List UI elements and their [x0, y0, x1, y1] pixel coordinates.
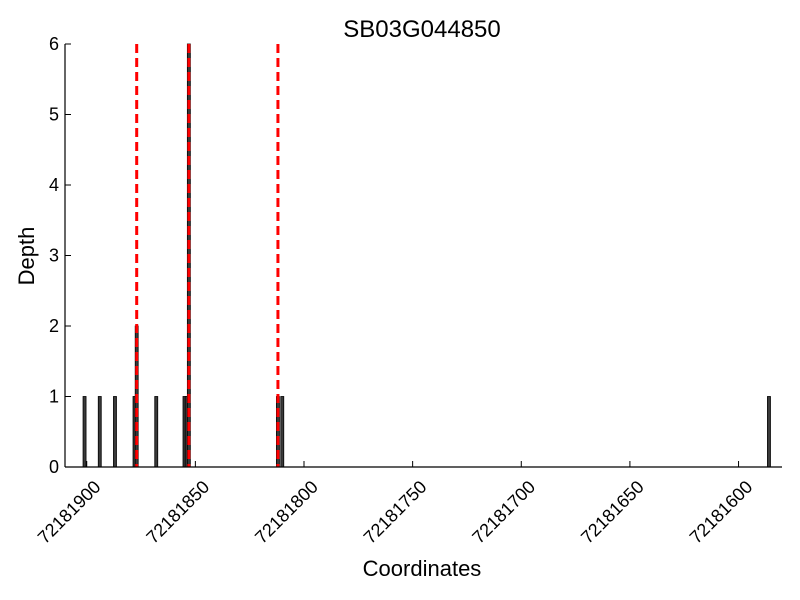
x-ticks-group: 72181900 72181850 72181800 72181750 72181700…	[34, 461, 757, 548]
reference-lines-group	[135, 44, 280, 467]
depth-bar	[82, 396, 87, 468]
x-tick-label: 72181700	[468, 477, 539, 548]
x-tick-label: 72181850	[142, 477, 213, 548]
depth-bar	[154, 396, 159, 468]
x-tick-label: 72181900	[34, 477, 105, 548]
depth-bar	[113, 396, 117, 468]
y-tick-label: 6	[49, 34, 59, 54]
depth-bar	[767, 396, 771, 468]
y-tick-label: 4	[49, 175, 59, 195]
y-tick-label: 3	[49, 246, 59, 266]
x-tick-label: 72181650	[577, 477, 648, 548]
x-tick-label: 72181750	[360, 477, 431, 548]
y-ticks-group: 0 1 2 3 4 5 6	[49, 34, 71, 477]
chart-title: SB03G044850	[343, 16, 500, 43]
y-axis-label: Depth	[14, 227, 39, 286]
y-tick-label: 5	[49, 105, 59, 125]
y-tick-label: 1	[49, 387, 59, 407]
bars-group	[82, 43, 771, 468]
depth-bar	[280, 396, 285, 468]
x-tick-label: 72181800	[251, 477, 322, 548]
x-tick-label: 72181600	[686, 477, 757, 548]
depth-bar	[97, 396, 102, 468]
y-tick-label: 2	[49, 316, 59, 336]
y-tick-label: 0	[49, 457, 59, 477]
axes-group	[64, 44, 782, 468]
x-axis-label: Coordinates	[363, 556, 482, 581]
